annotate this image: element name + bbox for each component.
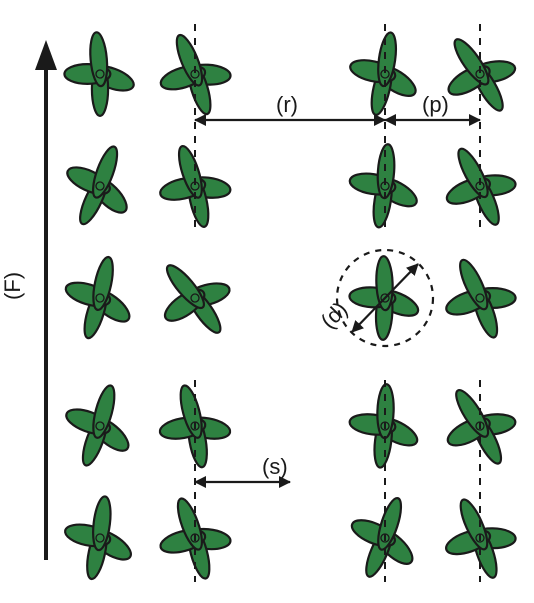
- plant-glyph: [60, 28, 140, 119]
- plant-glyph: [434, 247, 527, 348]
- plant-glyph: [50, 245, 150, 351]
- label-F: (F): [0, 272, 25, 300]
- plant-glyph: [47, 131, 153, 241]
- plant-glyph: [53, 487, 148, 590]
- label-r: (r): [276, 92, 298, 117]
- label-p: (p): [422, 92, 449, 117]
- plant-glyph: [49, 372, 151, 480]
- label-d: (d): [316, 297, 353, 334]
- label-s: (s): [262, 454, 288, 479]
- plant-glyph: [142, 243, 248, 353]
